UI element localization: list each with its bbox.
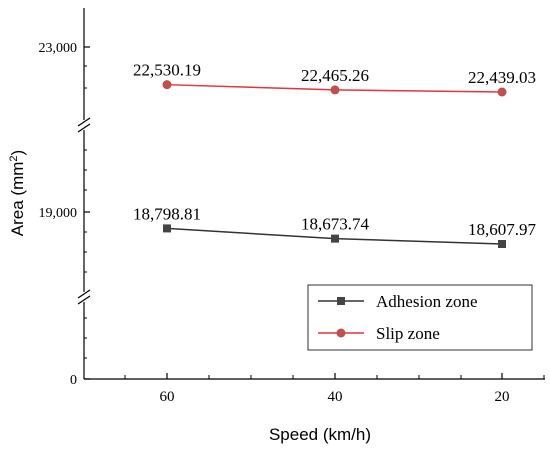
legend-marker-slip bbox=[336, 328, 346, 338]
data-label: 22,530.19 bbox=[133, 61, 201, 80]
legend-item-adhesion: Adhesion zone bbox=[318, 292, 478, 311]
legend-label-adhesion: Adhesion zone bbox=[376, 292, 478, 311]
y-axis-title: Area (mm2) bbox=[8, 150, 27, 236]
x-tick-label: 60 bbox=[160, 389, 175, 405]
x-tick-label: 40 bbox=[328, 389, 343, 405]
data-point bbox=[331, 234, 339, 243]
x-tick-label: 20 bbox=[495, 389, 510, 405]
data-point bbox=[163, 224, 171, 233]
axes bbox=[77, 8, 545, 380]
data-label: 18,673.74 bbox=[301, 215, 370, 234]
data-label: 18,798.81 bbox=[133, 204, 201, 223]
y-tick-label: 23,000 bbox=[39, 41, 78, 56]
axis-break-lower bbox=[77, 289, 91, 305]
data-point bbox=[498, 240, 506, 248]
y-ticks: 23,000 19,000 0 bbox=[39, 41, 90, 388]
x-axis-title: Speed (km/h) bbox=[269, 425, 371, 444]
data-label: 22,465.26 bbox=[301, 66, 369, 85]
series-adhesion: 18,798.81 18,673.74 18,607.97 bbox=[133, 204, 537, 248]
legend: Adhesion zone Slip zone bbox=[307, 284, 533, 351]
y-tick-label: 0 bbox=[70, 373, 77, 388]
legend-box bbox=[307, 284, 533, 351]
legend-label-slip: Slip zone bbox=[376, 324, 440, 343]
legend-item-slip: Slip zone bbox=[318, 324, 440, 343]
data-point bbox=[330, 85, 340, 95]
legend-marker-adhesion bbox=[337, 297, 345, 305]
axis-break-upper bbox=[77, 117, 91, 133]
y-tick-label: 19,000 bbox=[39, 206, 78, 221]
data-label: 18,607.97 bbox=[468, 220, 537, 239]
data-label: 22,439.03 bbox=[468, 68, 536, 87]
series-slip: 22,530.19 22,465.26 22,439.03 bbox=[133, 61, 536, 97]
data-point bbox=[162, 80, 172, 90]
x-ticks: 60 40 20 bbox=[124, 373, 545, 405]
series-layer: 18,798.81 18,673.74 18,607.97 22,530.19 22,4… bbox=[133, 61, 537, 248]
data-point bbox=[497, 87, 507, 97]
